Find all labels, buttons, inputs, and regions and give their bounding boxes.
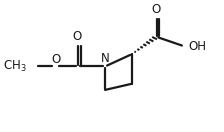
Text: O: O [151,3,160,16]
Text: CH$_3$: CH$_3$ [3,59,27,74]
Text: O: O [51,53,60,66]
Text: OH: OH [189,40,207,53]
Text: N: N [101,52,110,65]
Text: O: O [73,30,82,43]
